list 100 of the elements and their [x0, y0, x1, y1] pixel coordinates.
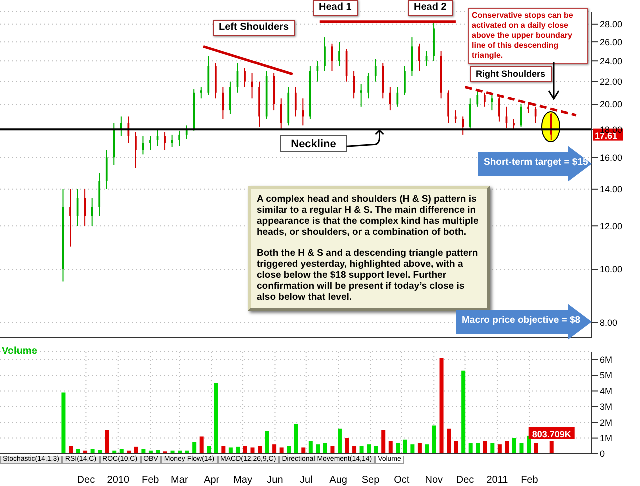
bar — [454, 441, 458, 454]
candlestick — [360, 84, 362, 108]
y-tick-label: 22.00 — [600, 77, 623, 88]
candlestick — [164, 132, 166, 151]
annotation: A complex head and shoulders (H & S) pattern is similar to a regular H & S. The main difference in appearance is that the complex kind has multiple heads, or shoulders, or a combination of both. — [257, 194, 480, 238]
candlestick — [462, 116, 464, 136]
bar — [316, 444, 320, 454]
y-tick-label: 0 — [600, 449, 606, 460]
candlestick — [84, 188, 86, 227]
bar — [462, 370, 466, 454]
bar — [476, 443, 480, 454]
annotation: Right Shoulders — [470, 66, 552, 82]
bar — [258, 446, 262, 454]
x-tick-label: Apr — [204, 475, 220, 486]
candlestick — [106, 150, 108, 190]
bar — [207, 446, 212, 454]
bar — [388, 441, 393, 454]
candlestick — [200, 86, 202, 100]
candlestick — [302, 98, 304, 126]
candlestick — [368, 72, 370, 100]
bar — [302, 448, 306, 454]
bar — [192, 442, 197, 454]
bar — [338, 428, 342, 454]
bar — [330, 446, 335, 454]
bar — [440, 358, 444, 454]
bar — [62, 392, 66, 454]
candlestick — [469, 98, 472, 130]
x-tick-label: 2011 — [486, 475, 509, 486]
bar — [228, 448, 233, 454]
candlestick — [338, 42, 340, 67]
candlestick — [513, 118, 515, 130]
annotation: Conservative stops can be activated on a daily close above the upper boundary line of this descending triangle. — [468, 8, 588, 64]
candlestick — [396, 86, 399, 108]
candlestick — [150, 136, 152, 151]
x-tick-label: Oct — [394, 475, 410, 486]
bar — [512, 438, 516, 454]
candlestick — [418, 43, 420, 72]
candlestick — [128, 116, 130, 144]
bar — [418, 443, 422, 454]
bar — [294, 424, 298, 454]
bar — [374, 446, 378, 454]
bar — [425, 444, 430, 454]
bar — [447, 428, 452, 454]
bar — [308, 441, 313, 454]
x-tick-label: Dec — [456, 475, 474, 486]
chart-title: Volume — [2, 346, 38, 357]
candlestick — [91, 198, 94, 227]
candlestick — [484, 92, 486, 108]
candlestick — [230, 81, 232, 115]
annotation: Short-term target = $15 — [484, 157, 588, 168]
bar — [272, 444, 277, 454]
annotation: Macro price objective = $8 — [462, 315, 581, 326]
bar — [432, 426, 436, 454]
bar — [490, 443, 495, 454]
candlestick — [294, 86, 297, 118]
bar — [280, 448, 284, 454]
bar — [200, 436, 204, 454]
x-tick-label: Feb — [142, 475, 160, 486]
candlestick — [120, 116, 122, 137]
bar — [105, 430, 110, 454]
bar — [345, 438, 350, 454]
y-tick-label: 3M — [600, 402, 613, 412]
bar — [265, 431, 270, 454]
bar — [287, 446, 292, 454]
bar — [360, 446, 364, 454]
bar — [498, 444, 502, 454]
candlestick — [528, 102, 530, 114]
bar — [134, 446, 138, 454]
bar — [367, 444, 372, 454]
x-tick-label: Mar — [171, 475, 189, 486]
bar — [520, 443, 524, 454]
x-tick-label: Nov — [425, 475, 444, 486]
y-tick-label: 16.00 — [600, 152, 623, 163]
x-tick-label: Jul — [300, 475, 313, 486]
y-tick-label: 4M — [600, 386, 613, 396]
bar — [505, 441, 510, 454]
x-tick-label: Aug — [330, 475, 348, 486]
y-tick-label: 28.00 — [600, 20, 623, 30]
x-tick-label: 2010 — [107, 475, 130, 486]
legend-label: Neckline — [291, 138, 336, 151]
bar — [550, 441, 554, 454]
x-tick-label: Sep — [362, 475, 380, 486]
candlestick — [404, 66, 406, 96]
bar — [534, 443, 538, 454]
y-tick-label: 6M — [600, 355, 613, 366]
x-tick-label: May — [234, 475, 252, 486]
annotation: Head 2 — [408, 0, 453, 16]
bar — [396, 443, 400, 454]
x-tick-label: Jun — [267, 475, 284, 486]
y-tick-label: 24.00 — [600, 56, 623, 66]
candlestick — [476, 89, 479, 108]
bar — [214, 383, 218, 454]
y-tick-label: 8.00 — [600, 318, 618, 328]
y-tick-label: 26.00 — [600, 37, 623, 48]
bar — [403, 440, 408, 454]
candlestick — [353, 70, 355, 100]
bar — [236, 446, 240, 454]
bar — [222, 446, 226, 454]
candlestick — [454, 110, 457, 124]
bar — [483, 441, 488, 454]
